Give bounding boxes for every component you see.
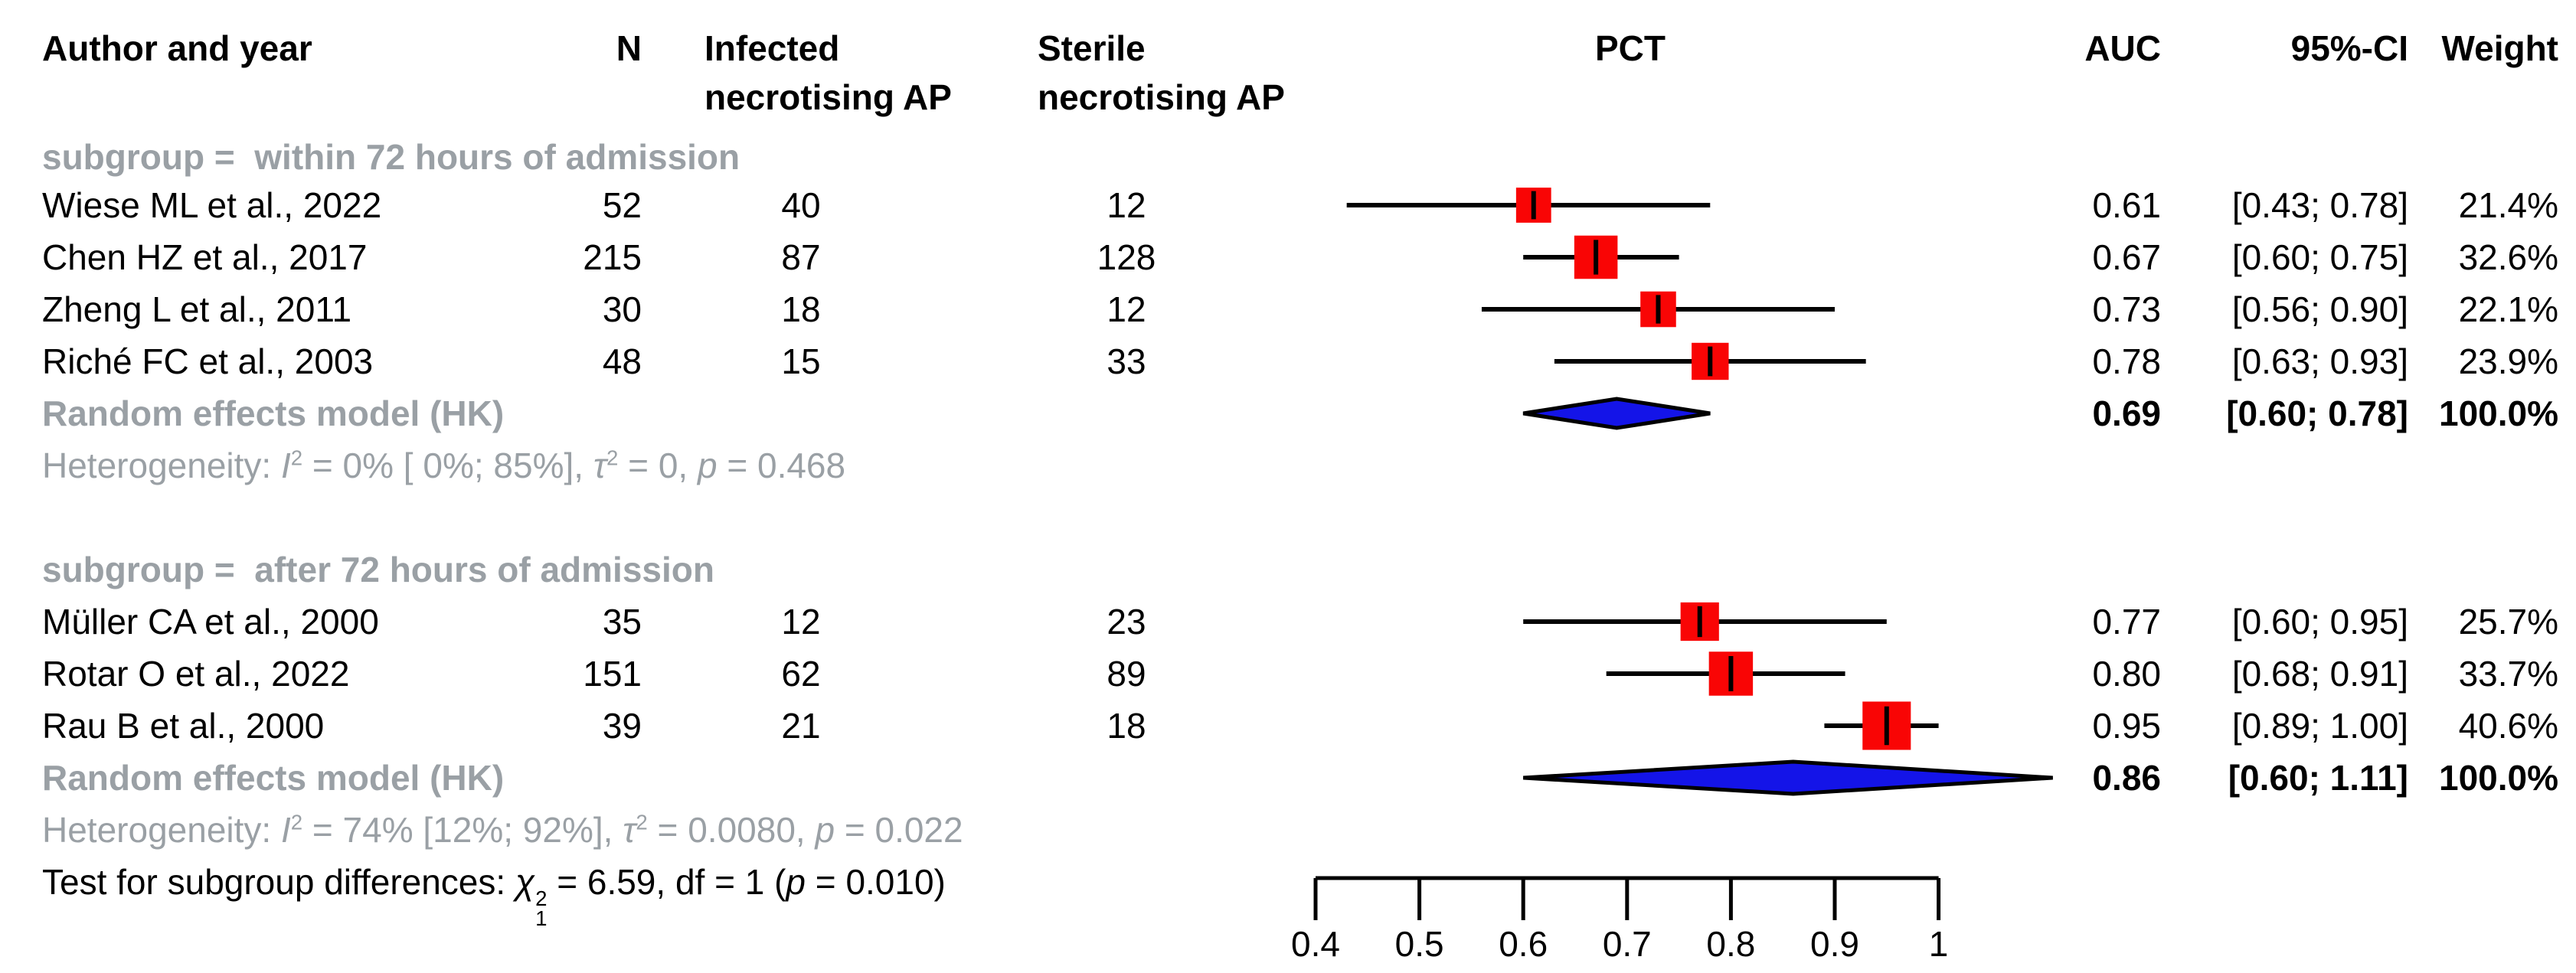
study-auc: 0.78	[2092, 341, 2161, 381]
study-weight: 40.6%	[2458, 706, 2558, 746]
study-infected: 62	[781, 654, 821, 694]
study-sterile: 33	[1107, 341, 1146, 381]
study-ci: [0.60; 0.75]	[2231, 237, 2408, 277]
pooled-weight-1: 100.0%	[2438, 393, 2558, 433]
study-auc: 0.80	[2092, 654, 2161, 694]
pooled-auc-1: 0.69	[2092, 393, 2161, 433]
study-weight: 22.1%	[2458, 289, 2558, 329]
col-header-weight: Weight	[2441, 28, 2558, 68]
col-header-infected-line1: Infected	[704, 28, 840, 68]
study-sterile: 12	[1107, 289, 1146, 329]
subgroup-1-label: subgroup = within 72 hours of admission	[42, 137, 740, 177]
study-n: 151	[583, 654, 642, 694]
col-header-ci: 95%-CI	[2290, 28, 2408, 68]
col-header-author: Author and year	[42, 28, 312, 68]
col-header-pct: PCT	[1595, 28, 1666, 68]
col-header-sterile-line1: Sterile	[1038, 28, 1146, 68]
study-weight: 21.4%	[2458, 185, 2558, 225]
study-ci: [0.63; 0.93]	[2231, 341, 2408, 381]
study-infected: 18	[781, 289, 821, 329]
pooled-diamond	[1522, 397, 1711, 430]
study-n: 30	[602, 289, 642, 329]
study-auc: 0.77	[2092, 602, 2161, 642]
x-axis-tick-label: 0.6	[1499, 924, 1548, 964]
study-weight: 33.7%	[2458, 654, 2558, 694]
pooled-ci-2: [0.60; 1.11]	[2228, 758, 2408, 798]
study-author: Rau B et al., 2000	[42, 706, 325, 746]
study-author: Müller CA et al., 2000	[42, 602, 379, 642]
study-infected: 12	[781, 602, 821, 642]
col-header-auc: AUC	[2084, 28, 2161, 68]
study-author: Wiese ML et al., 2022	[42, 185, 382, 225]
x-axis-tick-label: 0.8	[1706, 924, 1756, 964]
heterogeneity-note-2: Heterogeneity: I2 = 74% [12%; 92%], τ2 =…	[42, 810, 963, 850]
pooled-weight-2: 100.0%	[2438, 758, 2558, 798]
study-infected: 15	[781, 341, 821, 381]
study-weight: 25.7%	[2458, 602, 2558, 642]
study-author: Rotar O et al., 2022	[42, 654, 350, 694]
pooled-ci-1: [0.60; 0.78]	[2226, 393, 2408, 433]
study-sterile: 89	[1107, 654, 1146, 694]
col-header-n: N	[616, 28, 642, 68]
col-header-infected-line2: necrotising AP	[704, 77, 952, 117]
pooled-diamond	[1523, 759, 2053, 796]
study-author: Zheng L et al., 2011	[42, 289, 352, 329]
study-sterile: 12	[1107, 185, 1146, 225]
study-auc: 0.95	[2092, 706, 2161, 746]
subgroup-2-label: subgroup = after 72 hours of admission	[42, 550, 714, 589]
study-sterile: 23	[1107, 602, 1146, 642]
study-infected: 40	[781, 185, 821, 225]
study-weight: 23.9%	[2458, 341, 2558, 381]
study-author: Chen HZ et al., 2017	[42, 237, 368, 277]
study-sterile: 18	[1107, 706, 1146, 746]
x-axis-tick-label: 1	[1928, 924, 1949, 964]
x-axis-tick-label: 0.9	[1810, 924, 1859, 964]
study-auc: 0.67	[2092, 237, 2161, 277]
study-n: 52	[602, 185, 642, 225]
study-infected: 21	[781, 706, 821, 746]
study-auc: 0.73	[2092, 289, 2161, 329]
study-auc: 0.61	[2092, 185, 2161, 225]
pooled-label-1: Random effects model (HK)	[42, 393, 505, 433]
study-ci: [0.56; 0.90]	[2231, 289, 2408, 329]
study-ci: [0.89; 1.00]	[2231, 706, 2408, 746]
study-n: 215	[583, 237, 642, 277]
study-sterile: 128	[1097, 237, 1156, 277]
x-axis-tick-label: 0.5	[1394, 924, 1444, 964]
study-weight: 32.6%	[2458, 237, 2558, 277]
x-axis-tick-label: 0.7	[1602, 924, 1652, 964]
study-ci: [0.43; 0.78]	[2231, 185, 2408, 225]
heterogeneity-note-1: Heterogeneity: I2 = 0% [ 0%; 85%], τ2 = …	[42, 446, 846, 485]
col-header-sterile-line2: necrotising AP	[1038, 77, 1285, 117]
study-infected: 87	[781, 237, 821, 277]
pooled-label-2: Random effects model (HK)	[42, 758, 505, 798]
study-ci: [0.60; 0.95]	[2231, 602, 2408, 642]
study-n: 48	[602, 341, 642, 381]
study-ci: [0.68; 0.91]	[2231, 654, 2408, 694]
study-n: 35	[602, 602, 642, 642]
x-axis-tick-label: 0.4	[1291, 924, 1340, 964]
pooled-auc-2: 0.86	[2092, 758, 2161, 798]
study-n: 39	[602, 706, 642, 746]
study-author: Riché FC et al., 2003	[42, 341, 374, 381]
